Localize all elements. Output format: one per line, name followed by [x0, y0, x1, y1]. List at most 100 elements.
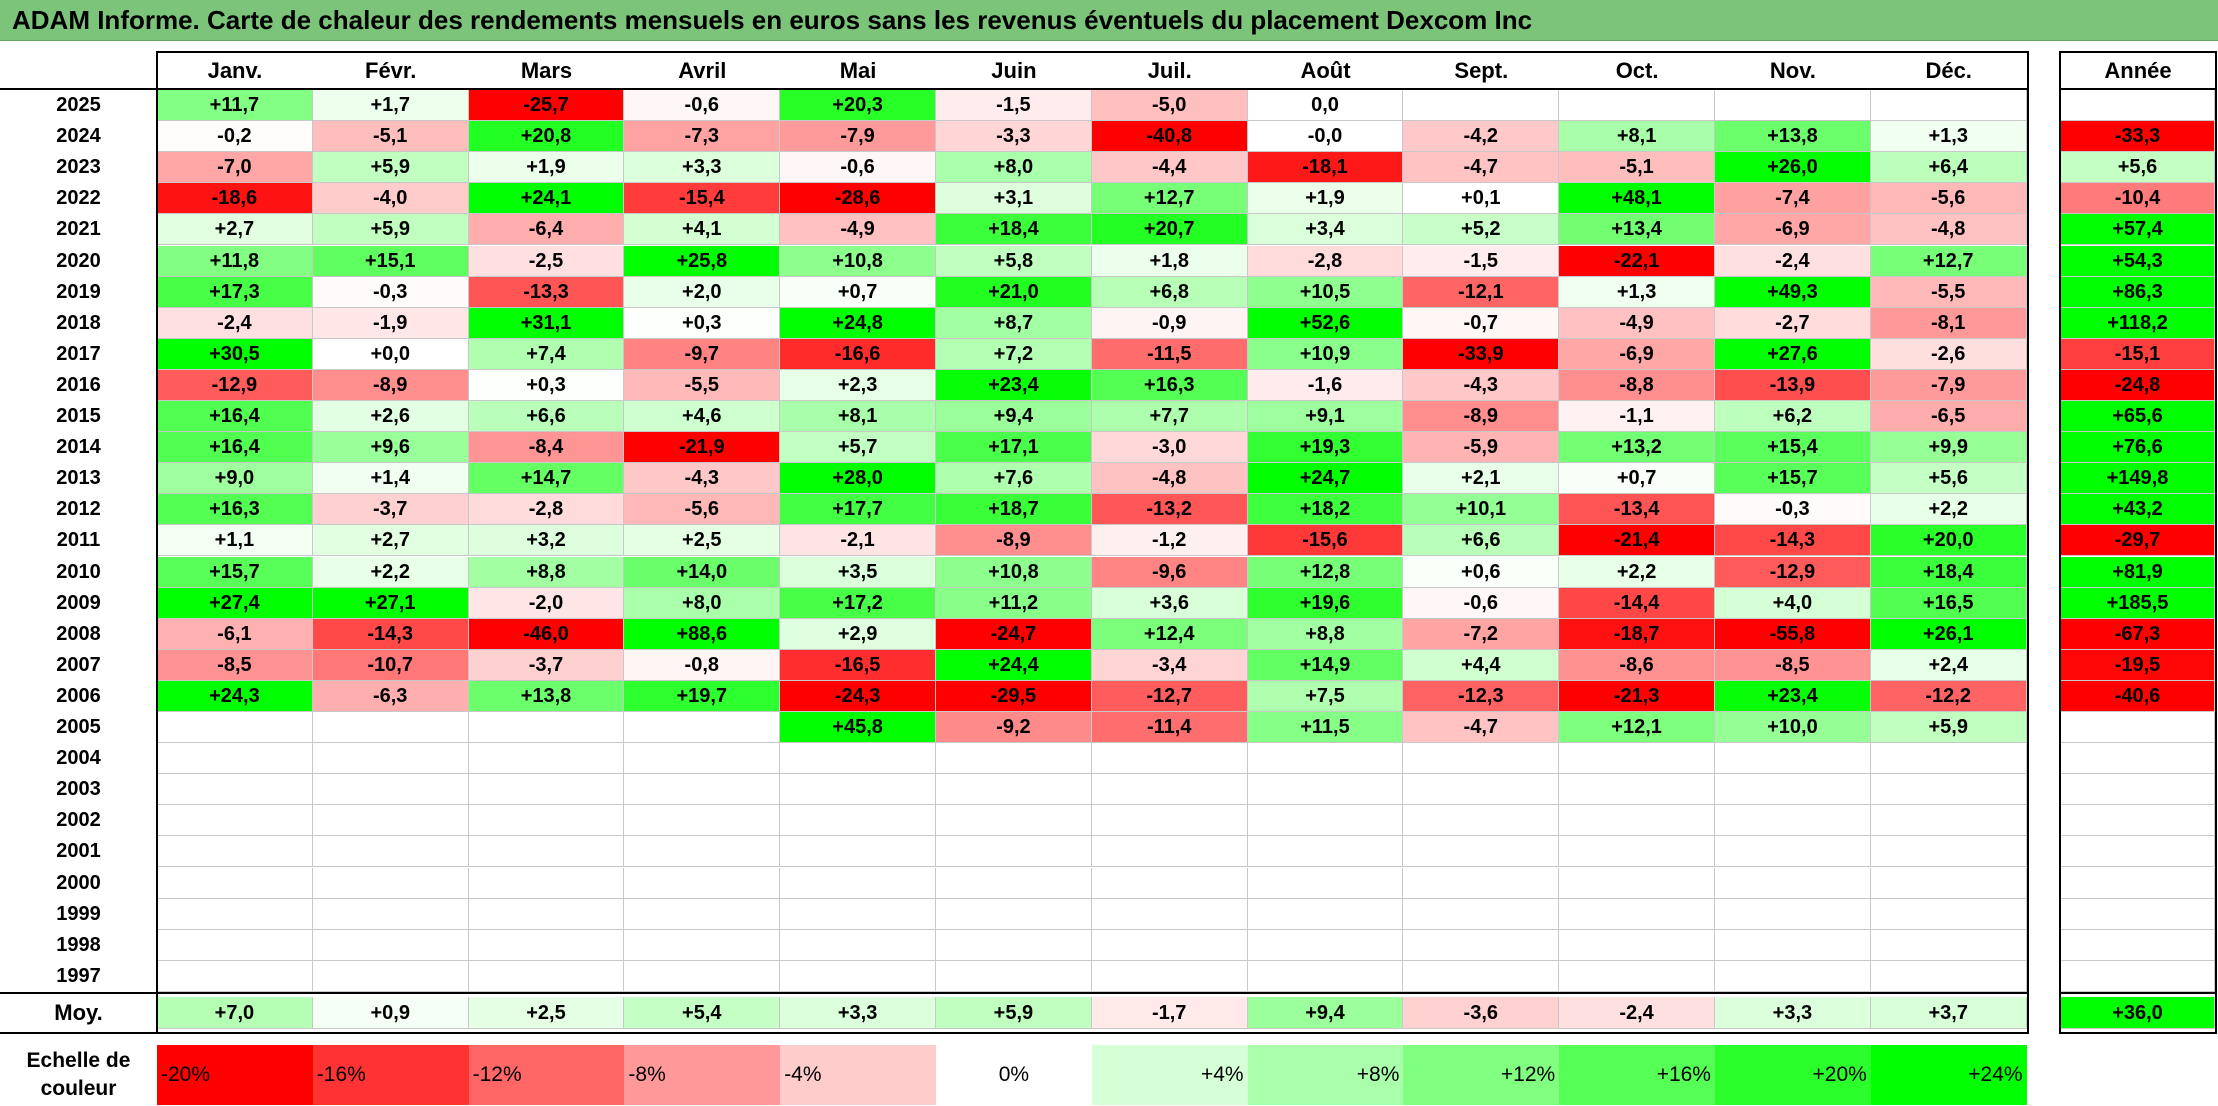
heatmap-cell [1559, 898, 1715, 930]
heatmap-cell [780, 929, 936, 961]
heatmap-cell [780, 867, 936, 899]
heatmap-cell [1559, 774, 1715, 806]
heatmap-cell: +8,0 [936, 152, 1092, 184]
heatmap-cell [1559, 960, 1715, 992]
heatmap-cell [936, 743, 1092, 775]
average-separator [0, 992, 2029, 994]
heatmap-cell: +15,4 [1715, 432, 1871, 464]
heatmap-cell [312, 774, 469, 806]
heatmap-cell: +49,3 [1715, 276, 1871, 308]
heatmap-cell [468, 867, 625, 899]
heatmap-cell: -8,6 [1559, 649, 1715, 681]
heatmap-cell: +26,0 [1715, 152, 1871, 184]
heatmap-cell [1403, 929, 1560, 961]
heatmap-cell [1247, 805, 1404, 837]
heatmap-cell: +11,5 [1247, 712, 1404, 744]
annual-cell: -40,6 [2061, 680, 2215, 712]
heatmap-cell: +1,7 [312, 90, 469, 122]
heatmap-cell: -4,2 [1403, 121, 1560, 153]
heatmap-cell: +0,7 [1559, 463, 1715, 495]
average-cell: +3,3 [780, 997, 936, 1029]
heatmap-cell [936, 898, 1092, 930]
heatmap-cell: +2,5 [624, 525, 781, 557]
heatmap-cell [624, 929, 781, 961]
year-label: 1998 [56, 933, 101, 956]
annual-cell: +76,6 [2061, 432, 2215, 464]
heatmap-cell [157, 929, 313, 961]
heatmap-cell: +16,4 [157, 432, 313, 464]
heatmap-cell: +8,8 [1247, 618, 1404, 650]
heatmap-cell: -4,4 [1091, 152, 1248, 184]
heatmap-cell [312, 805, 469, 837]
year-label: 2009 [56, 591, 101, 614]
heatmap-cell: -8,9 [1403, 401, 1560, 433]
heatmap-cell: -8,9 [312, 369, 469, 401]
year-label: 1999 [56, 902, 101, 925]
heatmap-cell: -7,4 [1715, 183, 1871, 215]
heatmap-cell: +8,1 [1559, 121, 1715, 153]
heatmap-cell [157, 960, 313, 992]
heatmap-cell: +28,0 [780, 463, 936, 495]
heatmap-cell [936, 867, 1092, 899]
average-cell: -3,6 [1403, 997, 1560, 1029]
heatmap-cell: +26,1 [1870, 618, 2027, 650]
heatmap-cell: +14,7 [468, 463, 625, 495]
heatmap-cell: +17,7 [780, 494, 936, 526]
heatmap-cell [1247, 774, 1404, 806]
year-label: 2002 [56, 809, 101, 832]
heatmap-cell: +19,3 [1247, 432, 1404, 464]
heatmap-cell: +30,5 [157, 338, 313, 370]
heatmap-cell: -13,4 [1559, 494, 1715, 526]
heatmap-cell: -55,8 [1715, 618, 1871, 650]
heatmap-cell: -7,9 [1870, 369, 2027, 401]
heatmap-cell: -2,7 [1715, 307, 1871, 339]
heatmap-cell: -8,5 [1715, 649, 1871, 681]
month-header: Août [1300, 58, 1351, 83]
heatmap-cell: -2,0 [468, 587, 625, 619]
heatmap-cell: -6,9 [1715, 214, 1871, 246]
heatmap-cell [624, 836, 781, 868]
heatmap-cell [936, 929, 1092, 961]
heatmap-cell: -0,6 [1403, 587, 1560, 619]
heatmap-cell: +15,7 [1715, 463, 1871, 495]
heatmap-cell: +24,1 [468, 183, 625, 215]
legend-swatch: +4% [1091, 1045, 1248, 1105]
heatmap-cell: -12,9 [157, 369, 313, 401]
heatmap-cell [468, 774, 625, 806]
heatmap-cell [157, 774, 313, 806]
heatmap-cell: +17,1 [936, 432, 1092, 464]
heatmap-cell [1870, 774, 2027, 806]
heatmap-cell: -11,5 [1091, 338, 1248, 370]
legend-swatch: -8% [624, 1045, 781, 1105]
heatmap-cell: +16,3 [157, 494, 313, 526]
heatmap-cell: +13,4 [1559, 214, 1715, 246]
heatmap-cell: +31,1 [468, 307, 625, 339]
heatmap-cell [1091, 836, 1248, 868]
year-label: 2023 [56, 156, 101, 179]
heatmap-cell: +20,7 [1091, 214, 1248, 246]
heatmap-cell: -8,4 [468, 432, 625, 464]
heatmap-cell: +6,8 [1091, 276, 1248, 308]
heatmap-cell: -2,8 [1247, 245, 1404, 277]
heatmap-cell: +48,1 [1559, 183, 1715, 215]
annual-cell: +81,9 [2061, 556, 2215, 588]
heatmap-cell: +9,6 [312, 432, 469, 464]
heatmap-cell [1403, 960, 1560, 992]
average-label: Moy. [54, 1000, 103, 1025]
heatmap-cell [1091, 805, 1248, 837]
heatmap-cell: -18,1 [1247, 152, 1404, 184]
heatmap-cell [936, 960, 1092, 992]
heatmap-cell [624, 867, 781, 899]
heatmap-cell: +3,2 [468, 525, 625, 557]
year-label: 2020 [56, 249, 101, 272]
heatmap-cell: -4,9 [780, 214, 936, 246]
heatmap-cell: +1,8 [1091, 245, 1248, 277]
heatmap-cell [1870, 960, 2027, 992]
heatmap-cell: +2,2 [1870, 494, 2027, 526]
annual-header: Année [2104, 58, 2172, 83]
heatmap-cell: -1,5 [1403, 245, 1560, 277]
heatmap-cell: +5,6 [1870, 463, 2027, 495]
heatmap-cell: +4,0 [1715, 587, 1871, 619]
heatmap-cell: +20,8 [468, 121, 625, 153]
month-header: Janv. [207, 58, 263, 83]
